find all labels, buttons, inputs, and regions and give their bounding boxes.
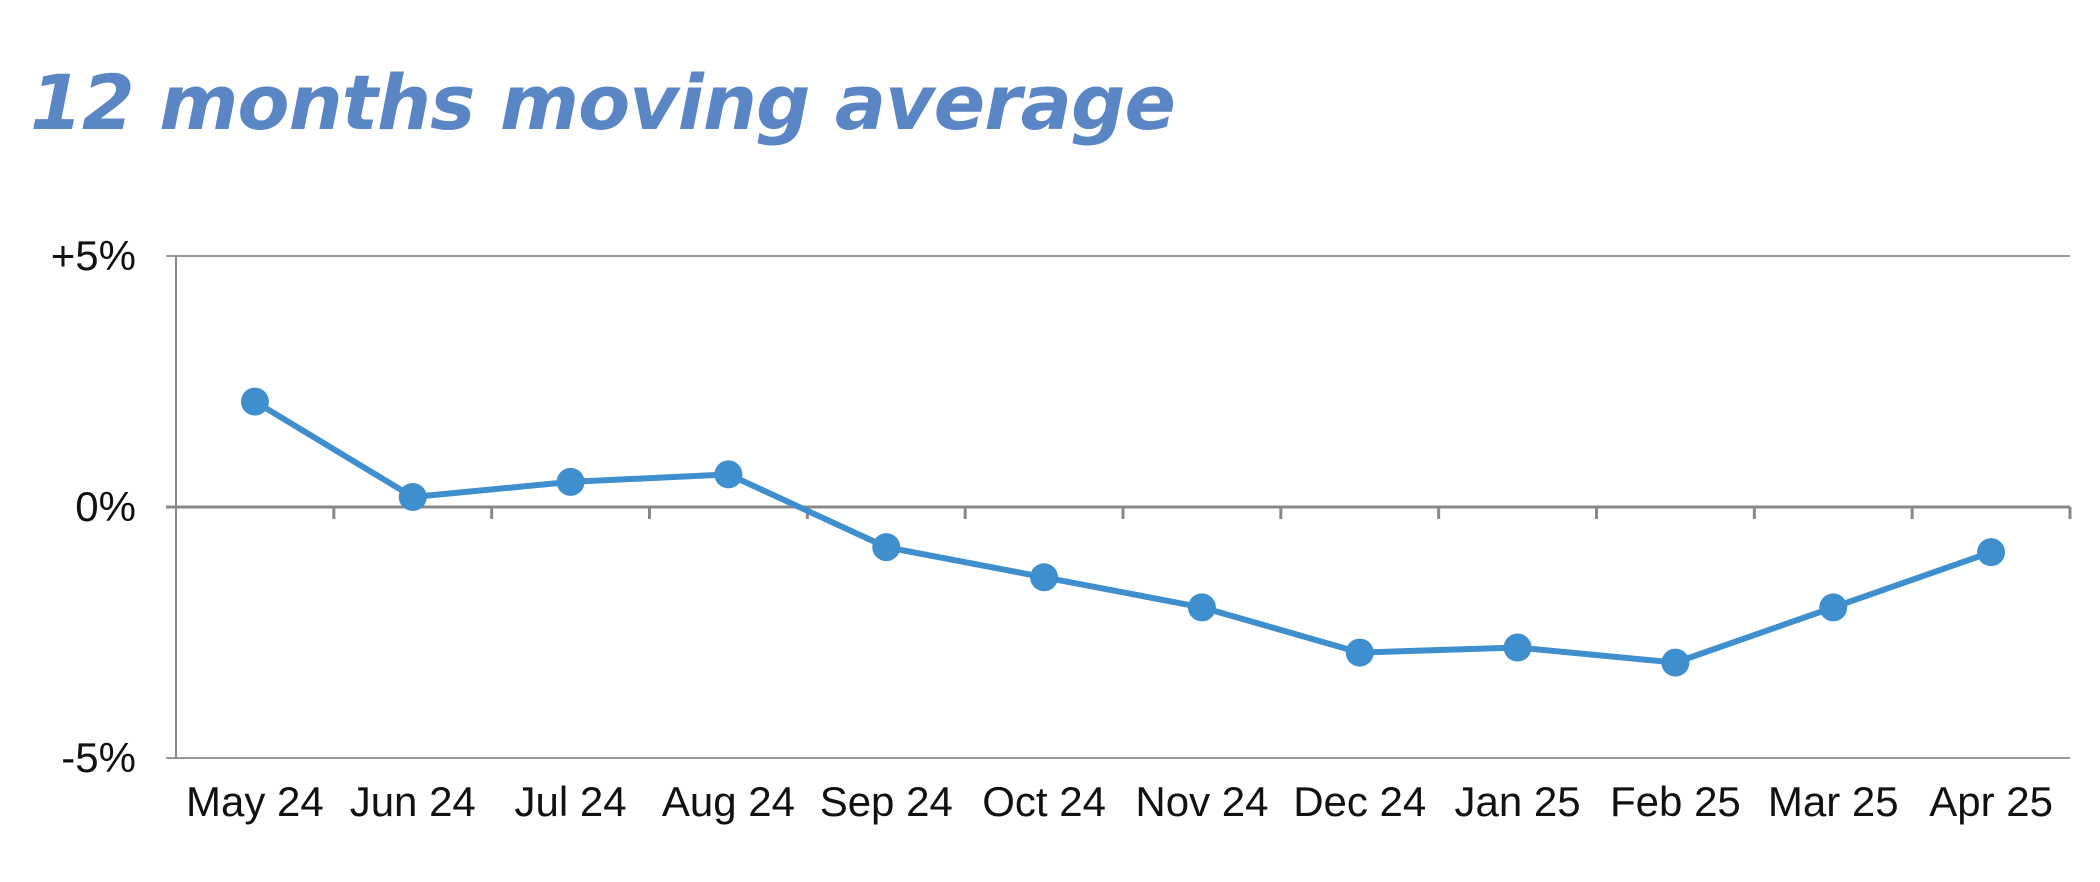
- series-line-path: [253, 399, 1993, 666]
- x-tick-label: May 24: [186, 778, 324, 825]
- x-tick-label: Sep 24: [820, 778, 953, 825]
- x-tick-label: Apr 25: [1929, 778, 2053, 825]
- x-tick-label: Aug 24: [662, 778, 795, 825]
- data-point: [556, 467, 585, 496]
- x-tick-label: Feb 25: [1610, 778, 1741, 825]
- y-tick-label: 0%: [75, 483, 136, 530]
- x-tick-label: Dec 24: [1293, 778, 1426, 825]
- y-axis-labels: +5% 0% -5%: [51, 232, 136, 781]
- x-tick-label: Mar 25: [1768, 778, 1899, 825]
- y-tick-label: -5%: [61, 734, 136, 781]
- data-point: [1030, 563, 1059, 592]
- data-point: [1503, 633, 1532, 662]
- data-point: [714, 460, 743, 489]
- x-tick-label: Jan 25: [1455, 778, 1581, 825]
- chart-title: 12 months moving average: [30, 58, 1176, 147]
- data-point: [1661, 648, 1690, 677]
- data-point: [1345, 638, 1374, 667]
- x-axis-labels: May 24 Jun 24 Jul 24 Aug 24 Sep 24 Oct 24 Nov …: [186, 778, 2053, 825]
- data-point: [872, 533, 901, 562]
- axes: [166, 255, 2072, 759]
- data-point: [240, 387, 269, 416]
- x-tick-label: Nov 24: [1135, 778, 1268, 825]
- data-point: [1187, 593, 1216, 622]
- data-point: [398, 482, 427, 511]
- x-tick-label: Jun 24: [350, 778, 476, 825]
- x-tick-label: Oct 24: [982, 778, 1106, 825]
- data-point: [1819, 593, 1848, 622]
- series-line: [240, 387, 2006, 677]
- data-point: [1977, 538, 2006, 567]
- x-tick-label: Jul 24: [515, 778, 627, 825]
- y-tick-label: +5%: [51, 232, 136, 279]
